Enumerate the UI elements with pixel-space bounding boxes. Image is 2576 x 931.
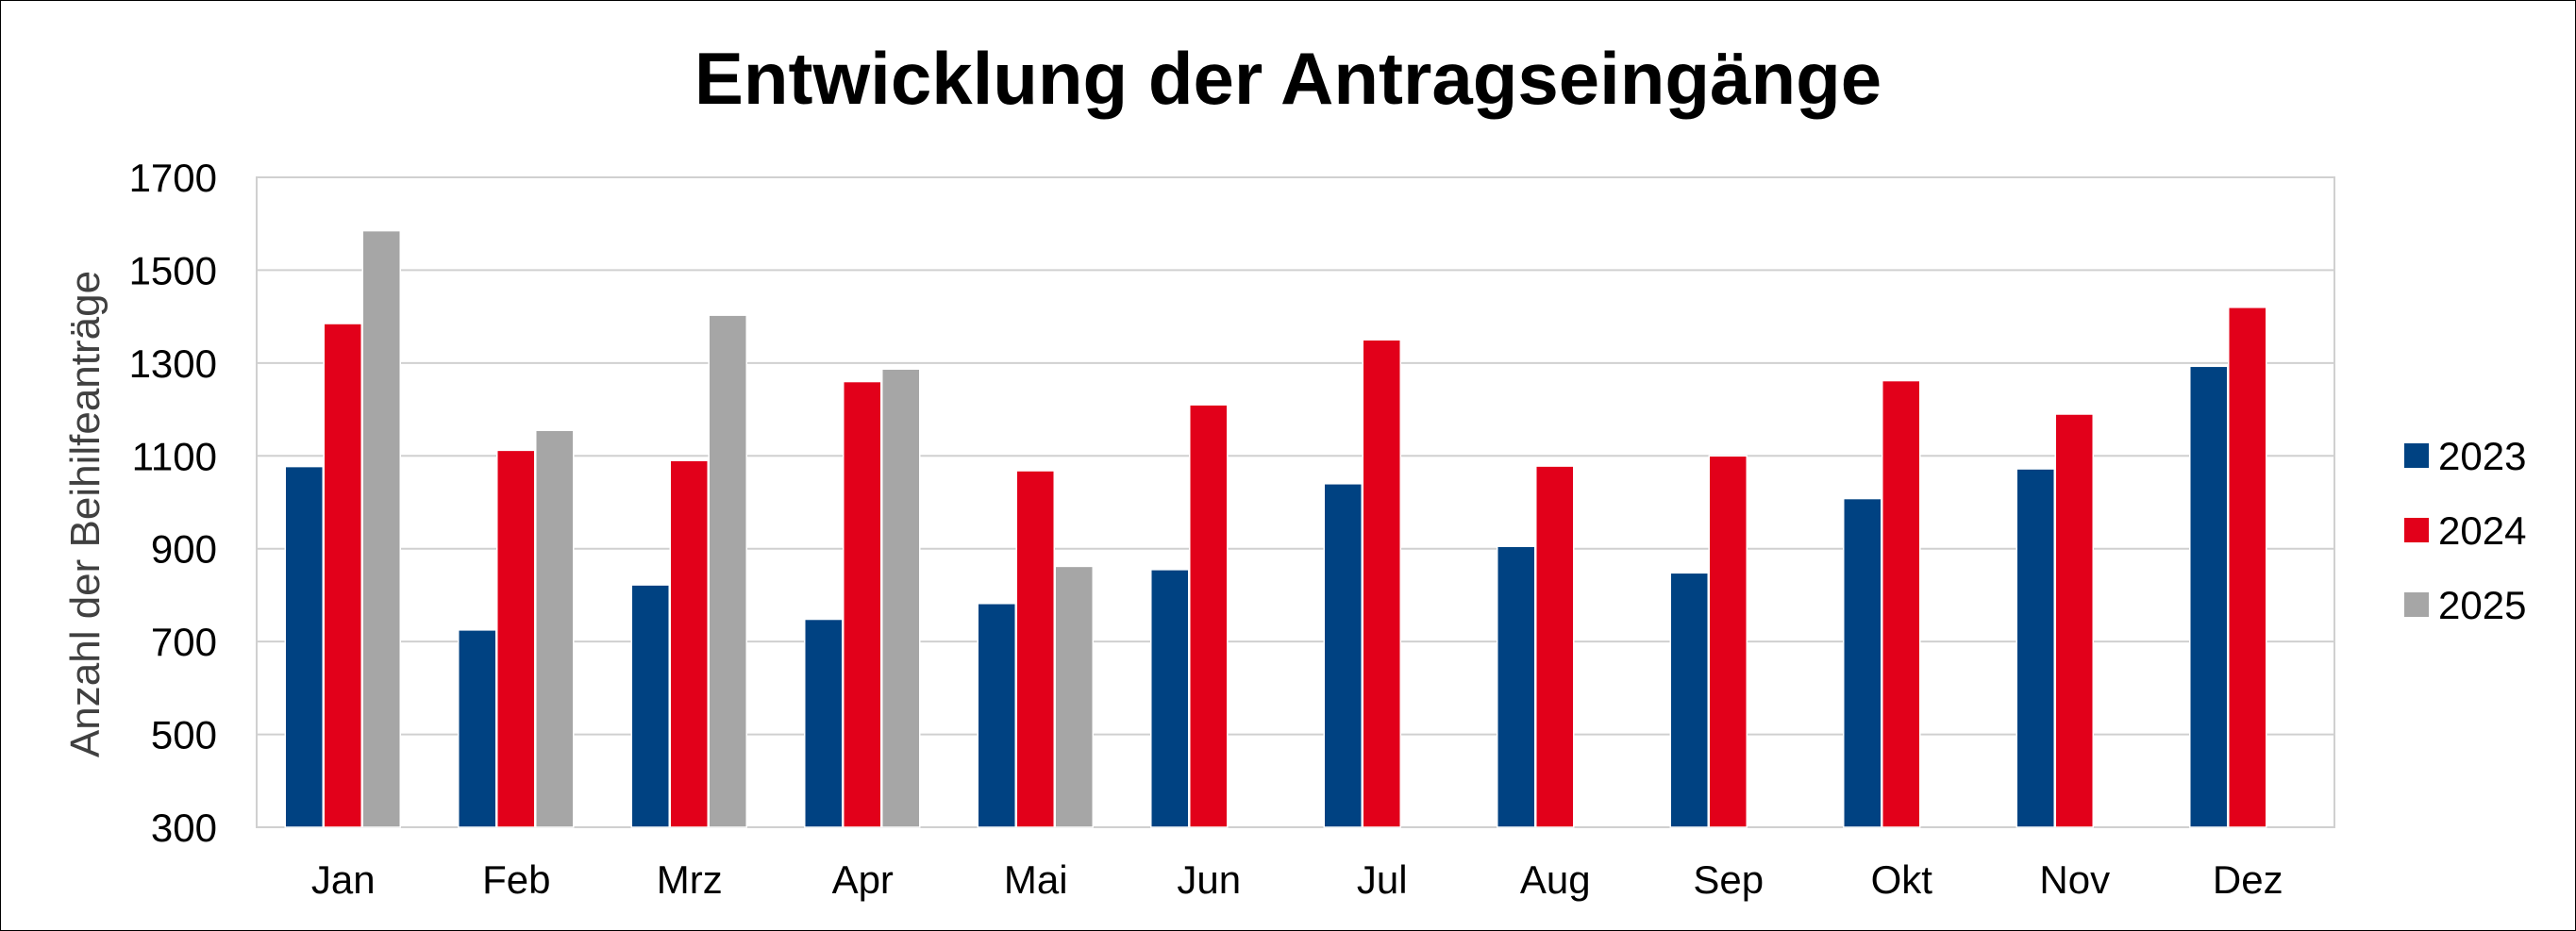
y-tick-label: 1100 (132, 434, 217, 478)
bar (804, 618, 844, 828)
x-tick-label: Jun (1177, 857, 1241, 902)
y-tick-label: 700 (151, 620, 217, 664)
x-tick-label: Feb (482, 857, 550, 902)
y-tick-label: 1500 (129, 248, 217, 292)
y-axis-label: Anzahl der Beihilfeanträge (62, 271, 109, 757)
y-tick-label: 1300 (129, 341, 217, 386)
y-tick-label: 900 (151, 527, 217, 572)
y-tick-label: 1700 (129, 156, 217, 200)
y-tick-label: 300 (151, 806, 217, 850)
x-tick-label: Okt (1871, 857, 1933, 902)
bar (1323, 483, 1363, 828)
bar (1150, 569, 1190, 828)
x-tick-label: Mrz (657, 857, 723, 902)
x-tick-label: Dez (2213, 857, 2283, 902)
legend-swatch (2404, 518, 2429, 542)
bar (1669, 572, 1709, 828)
plot-border (256, 176, 2335, 828)
legend-swatch (2404, 592, 2429, 617)
legend-swatch (2404, 443, 2429, 468)
bar (843, 380, 882, 828)
bar (2054, 413, 2094, 828)
bars (284, 229, 2267, 828)
bar (1054, 565, 1094, 828)
bar (1015, 470, 1055, 828)
y-axis-ticks: 300 500 700 900 1100 1300 1500 1700 (129, 156, 217, 850)
bar (2016, 468, 2055, 828)
bar (458, 629, 497, 828)
chart-title: Entwicklung der Antragseingänge (694, 37, 1882, 120)
legend-label: 2025 (2438, 583, 2526, 627)
bar (1708, 455, 1748, 828)
x-tick-label: Mai (1004, 857, 1068, 902)
y-tick-label: 500 (151, 713, 217, 757)
x-tick-label: Nov (2039, 857, 2110, 902)
bar (1843, 497, 1882, 828)
bar (630, 584, 670, 828)
legend-label: 2023 (2438, 434, 2526, 478)
bar (1882, 379, 1921, 828)
bar (2189, 365, 2229, 828)
legend: 2023 2024 2025 (2404, 434, 2526, 627)
x-tick-label: Sep (1693, 857, 1764, 902)
bar (977, 603, 1016, 828)
bar (1535, 465, 1575, 828)
bar (535, 429, 575, 828)
bar (2228, 307, 2267, 828)
bar (1362, 339, 1401, 828)
bar (708, 314, 747, 828)
bar (284, 465, 324, 828)
bar (361, 229, 401, 828)
x-axis-ticks: Jan Feb Mrz Apr Mai Jun Jul Aug Sep Okt Nov Dez (311, 857, 2283, 902)
x-tick-label: Jul (1357, 857, 1408, 902)
x-tick-label: Apr (832, 857, 894, 902)
bar (1497, 545, 1536, 828)
bar (669, 459, 709, 828)
legend-label: 2024 (2438, 508, 2526, 553)
x-tick-label: Aug (1520, 857, 1591, 902)
bar (881, 368, 921, 828)
bar (496, 449, 536, 828)
bar (323, 323, 362, 828)
grid-lines (256, 176, 2335, 828)
bar (1189, 404, 1229, 828)
x-tick-label: Jan (311, 857, 376, 902)
